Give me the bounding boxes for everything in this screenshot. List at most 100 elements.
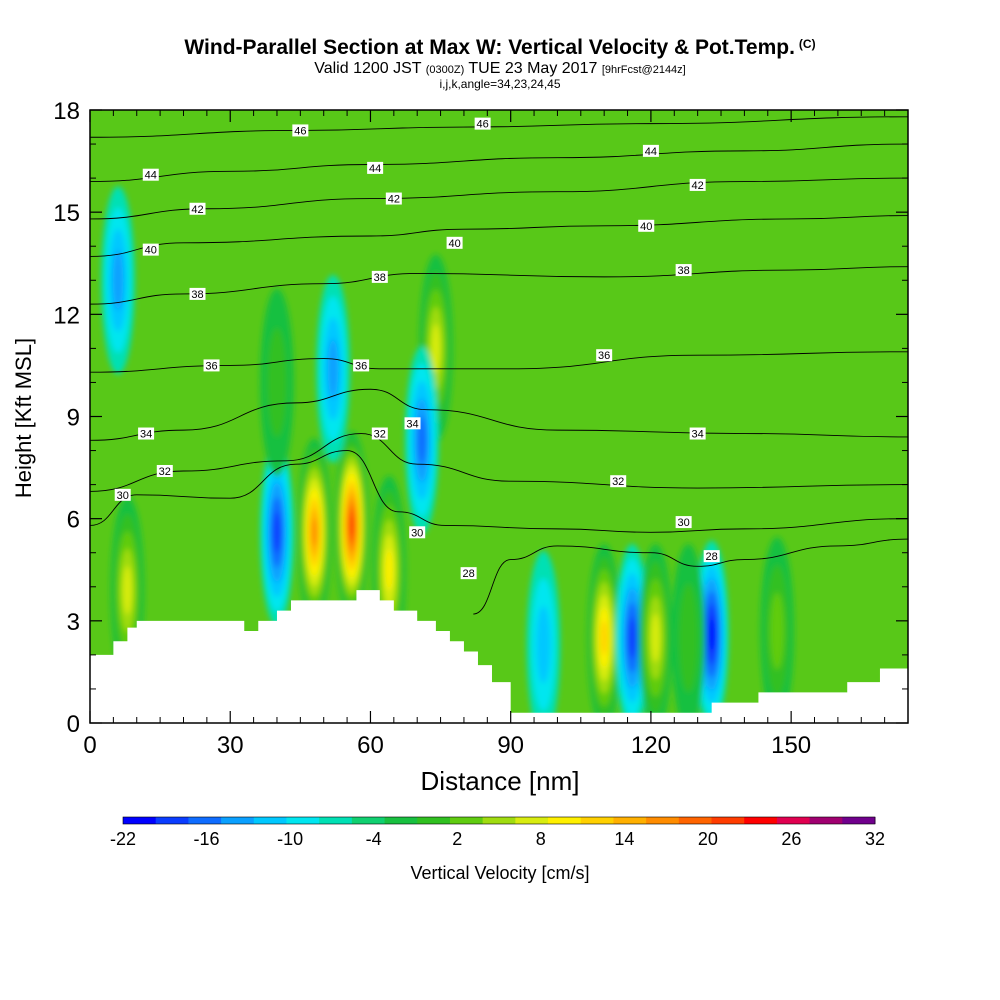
contour-label-box [404,417,421,430]
contour-label-box [203,359,220,372]
w-cell [651,613,660,663]
contour-label: 46 [477,119,489,131]
contour-label-box [675,264,692,277]
copyright-mark: (C) [798,37,816,51]
w-cell [273,511,281,553]
contour-label-box [142,168,159,181]
colorbar-swatch [744,817,778,824]
contour-label-box [156,464,173,477]
w-cell [628,617,636,659]
y-tick-label: 0 [67,711,80,738]
theta-contour-28 [473,538,908,615]
w-cell [536,605,551,684]
contour-label-box [189,202,206,215]
theta-contour-34 [90,388,908,441]
colorbar-swatch [417,817,451,824]
x-tick-label: 0 [83,732,96,759]
subtitle-zulu: (0300Z) [425,64,465,76]
contour-label-box [142,243,159,256]
w-cell [267,327,287,438]
contour-label: 30 [678,517,690,529]
theta-contour-44 [90,143,908,182]
theta-contour-40 [90,215,908,257]
vertical-velocity-field [101,186,794,723]
w-cell [600,620,608,656]
w-cell [327,338,339,399]
contour-label-box [353,359,370,372]
w-cell [112,250,124,311]
contour-label-box [474,117,491,130]
w-cell [431,324,441,373]
contour-label: 38 [374,272,386,284]
terrain [90,590,908,723]
contour-label-box [114,488,131,501]
contour-label: 38 [191,289,203,301]
contour-label: 30 [411,527,423,539]
subtitle-date: TUE 23 May 2017 [468,60,598,77]
colorbar-tick-label: 2 [452,829,462,849]
contour-label-box [460,567,477,580]
colorbar-swatch [253,817,287,824]
colorbar-tick-label: -22 [110,829,136,849]
title-text: Wind-Parallel Section at Max W: Vertical… [184,36,795,59]
contour-label-box [596,349,613,362]
colorbar-tick-label: 26 [781,829,801,849]
colorbar-swatch [351,817,386,824]
colorbar: -22 -16 -10 -4 2 8 14 20 26 32 [110,816,885,849]
contour-label: 40 [448,238,460,250]
colorbar-swatch [776,817,811,824]
w-cell [311,518,317,547]
contour-label: 34 [692,429,704,441]
contour-label: 34 [406,418,418,430]
theta-contour-46 [90,116,908,138]
colorbar-swatch [809,817,843,824]
colorbar-swatch [711,817,745,824]
subtitle-forecast: [9hrFcst@2144z] [601,64,686,76]
colorbar-swatch [678,817,713,824]
contour-label: 42 [388,194,400,206]
colorbar-tick-label: -10 [277,829,303,849]
contour-label-box [642,144,659,157]
contour-label-box [371,270,388,283]
w-cell [708,616,715,653]
colorbar-swatch [482,817,516,824]
colorbar-swatch [384,817,418,824]
chart-title: Wind-Parallel Section at Max W: Vertical… [0,36,1000,60]
colorbar-swatch [842,817,876,824]
contour-label-box [689,427,706,440]
chart-subtitle: Valid 1200 JST (0300Z) TUE 23 May 2017 [… [0,60,1000,78]
y-axis-label: Height [Kft MSL] [11,337,36,499]
colorbar-tick-label: 14 [614,829,634,849]
colorbar-tick-label: -16 [194,829,220,849]
subtitle-valid: Valid 1200 JST [314,60,422,77]
w-cell [678,583,699,693]
contour-label: 42 [191,204,203,216]
theta-contour-30 [90,450,908,533]
contour-label-box [189,287,206,300]
contour-labels: 46 46 44 44 44 42 42 42 40 40 40 38 38 38 36 36 36 34 34 34… [114,117,720,580]
potential-temperature-contours [90,116,908,615]
colorbar-swatch [286,817,320,824]
y-tick-label: 9 [67,405,80,432]
contour-label: 38 [678,265,690,277]
x-tick-label: 120 [631,732,671,759]
colorbar-swatch [319,817,353,824]
contour-label: 30 [117,490,129,502]
w-cell [349,513,354,538]
contour-label-box [689,178,706,191]
colorbar-swatch [155,817,189,824]
contour-label: 32 [612,476,624,488]
w-cell [770,592,785,670]
theta-contour-42 [90,177,908,220]
colorbar-swatch [449,817,484,824]
x-axis-label: Distance [nm] [420,766,580,796]
contour-label: 34 [140,429,152,441]
contour-label-box [409,526,426,539]
colorbar-swatch [613,817,647,824]
w-cell [123,565,132,615]
contour-label-box [446,236,463,249]
theta-contour-36 [90,351,908,373]
theta-contour-32 [90,433,908,492]
contour-label-box [385,192,402,205]
